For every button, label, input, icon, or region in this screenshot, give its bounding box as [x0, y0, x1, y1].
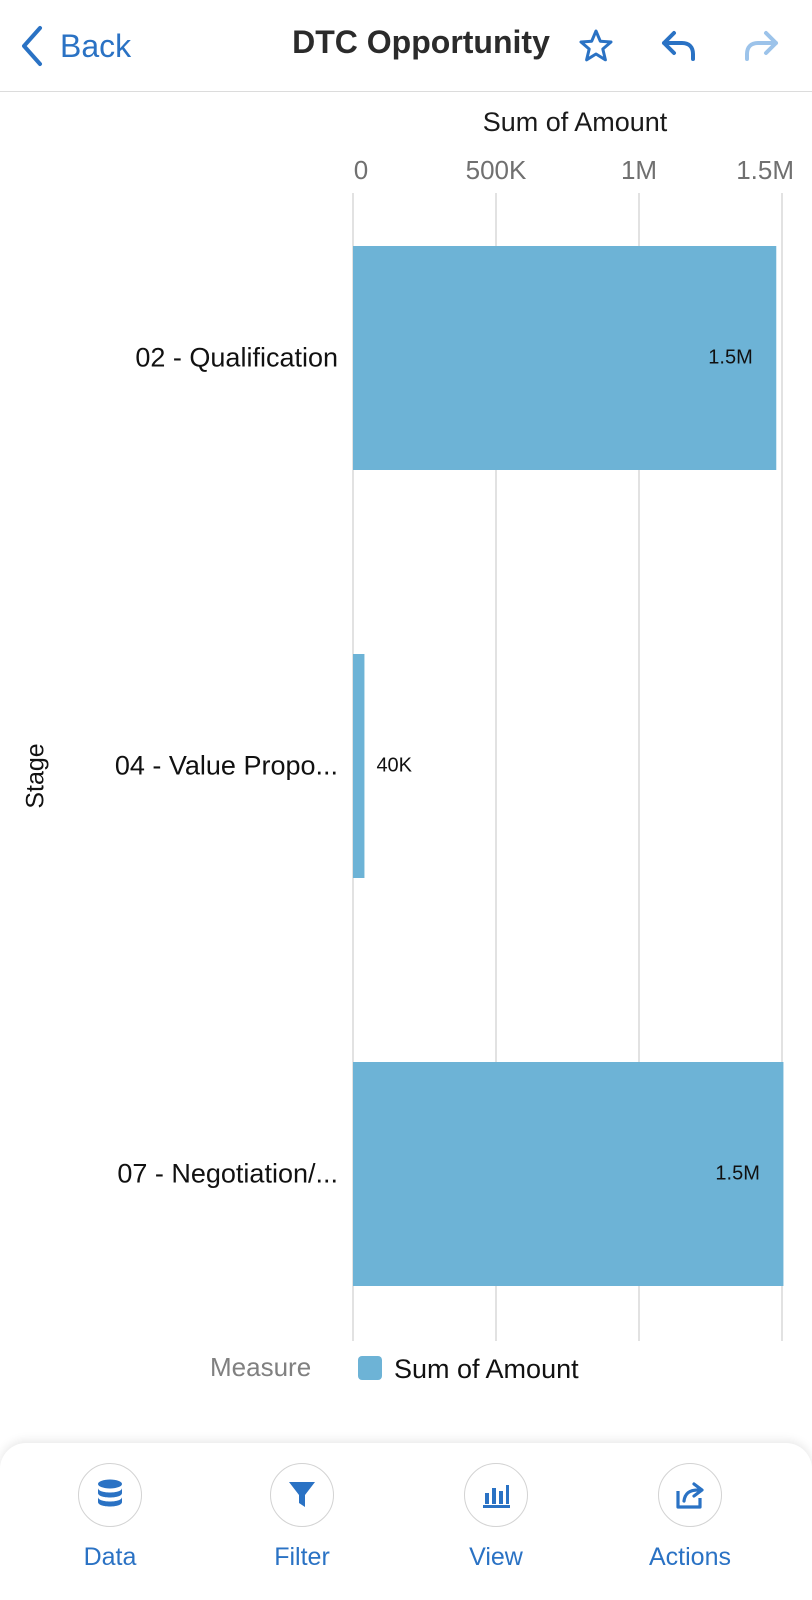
tab-actions-label: Actions [649, 1543, 731, 1571]
data-label: 1.5M [708, 346, 753, 369]
redo-icon[interactable] [740, 24, 784, 68]
filter-icon [270, 1463, 334, 1527]
y-category-label: 02 - Qualification [135, 342, 338, 373]
star-icon[interactable] [574, 24, 618, 68]
page-title: DTC Opportunity [292, 24, 550, 60]
legend-title: Measure [210, 1352, 312, 1382]
chevron-left-icon [18, 22, 46, 70]
undo-icon[interactable] [656, 24, 700, 68]
back-label: Back [60, 27, 132, 64]
back-button[interactable]: Back [18, 22, 131, 70]
y-category-label: 04 - Value Propo... [114, 750, 338, 781]
bar-chart-icon [464, 1463, 528, 1527]
tab-data[interactable]: Data [40, 1463, 180, 1572]
tab-filter[interactable]: Filter [232, 1463, 372, 1572]
x-tick-label: 1.5M [736, 155, 794, 185]
x-tick-label: 0 [353, 155, 369, 185]
x-tick-label: 500K [465, 155, 527, 185]
bar[interactable] [353, 246, 777, 470]
y-axis-title: Stage [21, 743, 50, 809]
legend-swatch [358, 1356, 382, 1380]
y-category-label: 07 - Negotiation/... [117, 1158, 338, 1189]
share-icon [658, 1463, 722, 1527]
tab-view[interactable]: View [426, 1463, 566, 1572]
tab-actions[interactable]: Actions [620, 1463, 760, 1572]
data-label: 40K [376, 754, 413, 777]
bottom-toolbar: Data Filter View Actions [0, 1443, 812, 1600]
chart-plot [352, 193, 784, 1341]
bar[interactable] [353, 654, 365, 878]
tab-view-label: View [469, 1543, 523, 1571]
tab-data-label: Data [83, 1543, 137, 1571]
chart-legend: Measure Sum of Amount [0, 1346, 812, 1390]
legend-label: Sum of Amount [394, 1354, 579, 1384]
header: Back DTC Opportunity [0, 0, 812, 92]
bar[interactable] [353, 1062, 784, 1286]
bar-chart: Sum of Amount 0 500K 1M 1.5M 02 - Qualifica… [0, 93, 812, 1413]
database-icon [78, 1463, 142, 1527]
tab-filter-label: Filter [274, 1543, 330, 1571]
data-label: 1.5M [715, 1162, 760, 1185]
x-axis-title: Sum of Amount [482, 107, 668, 137]
x-tick-label: 1M [620, 155, 658, 185]
